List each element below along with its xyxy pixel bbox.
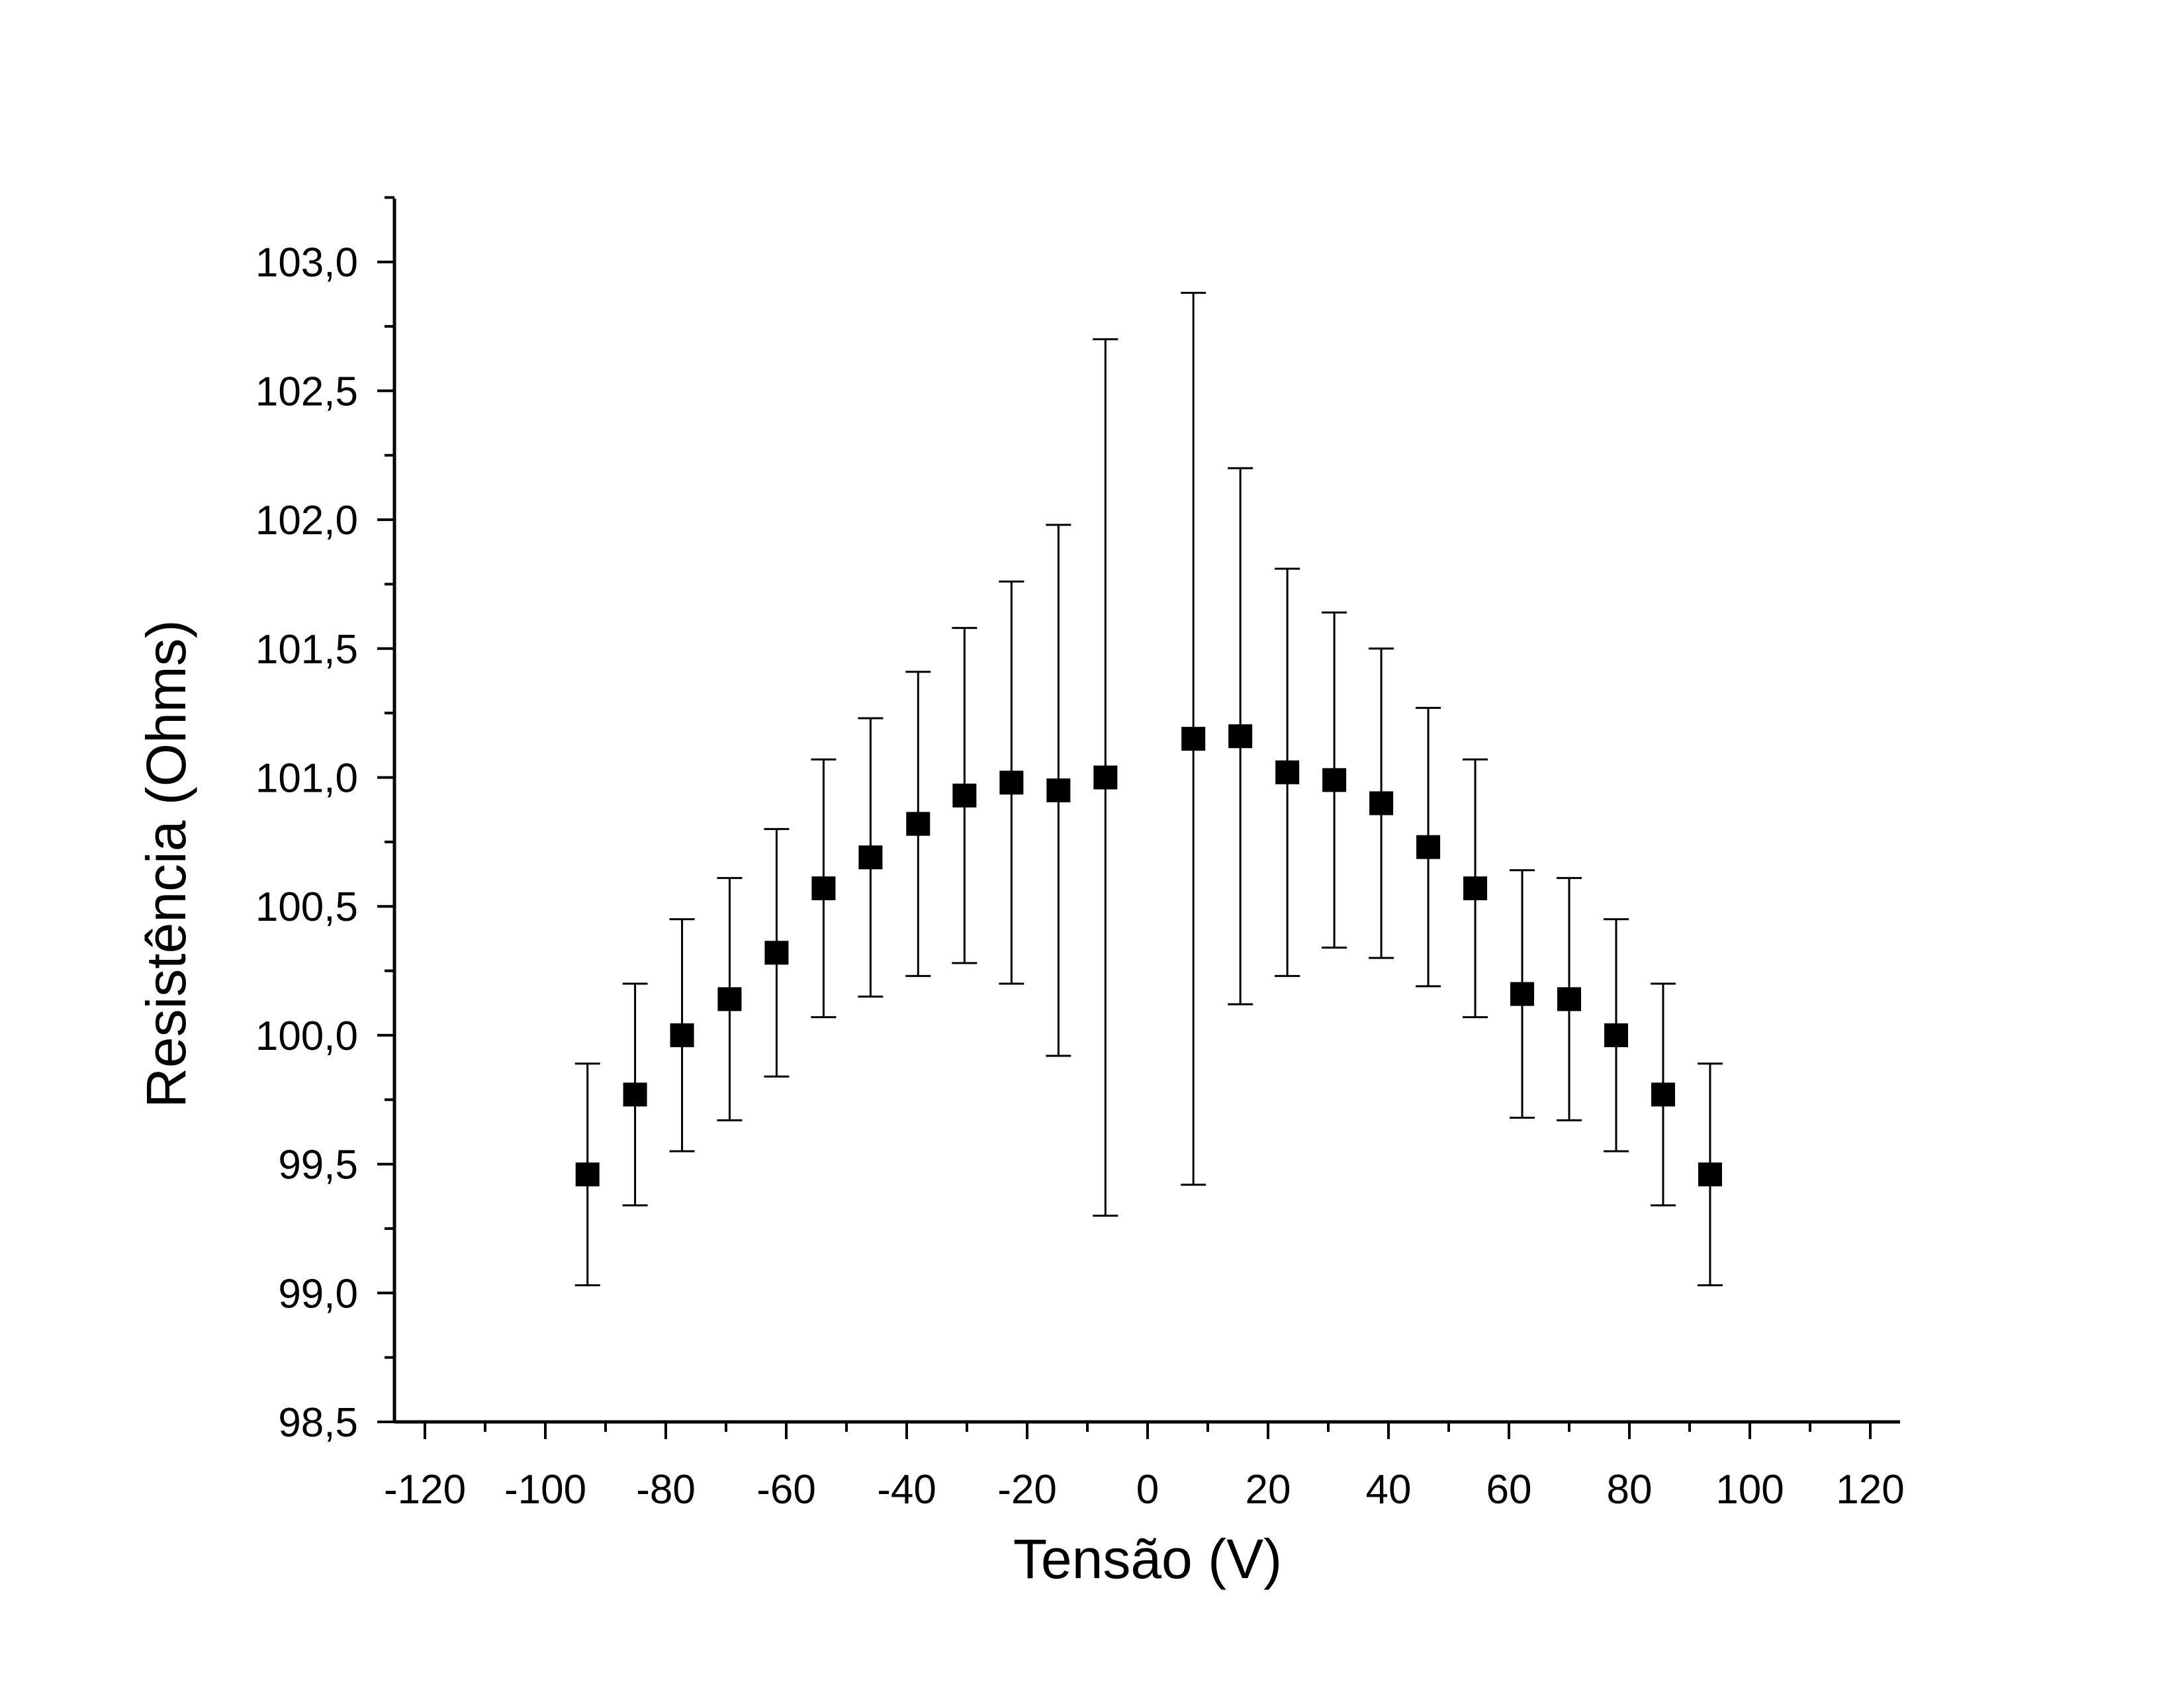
x-axis-label: Tensão (V) [1013,1528,1282,1590]
square-marker [1463,876,1488,900]
square-marker [1369,791,1394,816]
data-marks [574,291,1723,1287]
data-point [1093,338,1118,1217]
square-marker [811,876,836,900]
square-marker [952,783,977,808]
data-point [999,581,1024,985]
square-marker [1557,987,1581,1011]
square-marker [1510,982,1535,1006]
x-tick-label: 60 [1486,1467,1532,1513]
square-marker [717,987,742,1011]
data-point [1046,524,1071,1057]
square-marker [1046,778,1071,802]
square-marker [623,1082,647,1107]
square-marker [1604,1023,1628,1047]
data-point [574,1062,600,1287]
x-tick-label: 80 [1607,1467,1653,1513]
x-tick-label: -80 [636,1467,696,1513]
x-tick-label: -120 [384,1467,466,1513]
y-tick-label: 101,5 [255,627,358,673]
square-marker [1698,1162,1722,1187]
x-tick-label: 20 [1246,1467,1291,1513]
square-marker [764,941,789,965]
y-tick-label: 102,0 [255,498,358,543]
data-point [952,627,978,964]
data-point [858,717,884,998]
y-tick-label: 100,0 [255,1013,358,1059]
x-tick-label: -100 [504,1467,586,1513]
data-point [1228,467,1253,1006]
square-marker [906,812,931,836]
data-point [1557,876,1582,1121]
square-marker [1181,727,1206,751]
data-point [1181,291,1206,1186]
data-point [764,827,790,1078]
x-tick-label: -40 [877,1467,936,1513]
square-marker [1228,724,1253,749]
data-point [669,918,695,1152]
square-marker [1416,835,1441,859]
x-tick-label: 120 [1836,1467,1904,1513]
data-point [811,758,837,1019]
y-tick-label: 99,5 [278,1143,358,1188]
data-point [1369,647,1394,959]
data-point [905,671,931,977]
data-point [1463,758,1488,1019]
x-tick-label: -20 [997,1467,1057,1513]
y-tick-label: 99,0 [278,1271,358,1317]
square-marker [1275,760,1300,784]
data-point [1275,567,1300,977]
square-marker [1093,765,1118,790]
y-tick-label: 101,0 [255,756,358,802]
x-tick-label: 0 [1136,1467,1159,1513]
y-tick-label: 100,5 [255,884,358,930]
square-marker [1651,1082,1675,1107]
y-tick-label: 102,5 [255,369,358,414]
data-point [1416,706,1441,988]
square-marker [1322,768,1347,792]
axes: -120 -100 -80 -60 -40 -20 0 20 40 60 80 100 120 98,5 9… [255,196,1905,1513]
data-point [1650,982,1676,1207]
square-marker [575,1162,600,1187]
data-point [622,982,648,1207]
y-tick-label: 103,0 [255,240,358,286]
square-marker [858,845,883,870]
data-point [1322,611,1347,949]
data-point [717,876,743,1121]
square-marker [670,1023,694,1047]
y-axis-label: Resistência (Ohms) [135,620,197,1108]
square-marker [999,771,1024,795]
data-point [1510,869,1535,1119]
data-point [1603,918,1629,1152]
data-point [1697,1062,1723,1287]
x-tick-label: -60 [756,1467,816,1513]
y-tick-label: 98,5 [278,1400,358,1446]
x-tick-label: 100 [1715,1467,1784,1513]
x-tick-label: 40 [1366,1467,1412,1513]
